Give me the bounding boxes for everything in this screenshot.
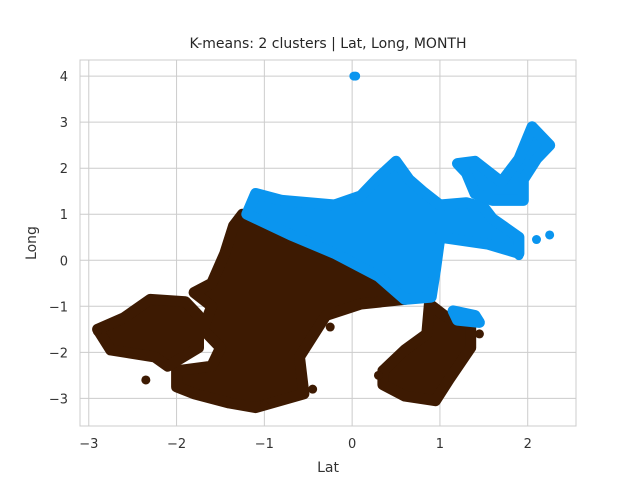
- y-tick-label: 1: [60, 208, 68, 223]
- cluster-region: [241, 155, 525, 305]
- x-tick-label: −1: [255, 437, 274, 452]
- y-tick-label: −3: [49, 392, 68, 407]
- y-tick-label: 4: [60, 70, 68, 85]
- cluster-region: [452, 121, 556, 206]
- data-point: [93, 327, 103, 337]
- y-tick-label: −1: [49, 300, 68, 315]
- series-1: [241, 71, 556, 328]
- x-tick-label: −3: [79, 437, 98, 452]
- data-point: [531, 235, 541, 245]
- y-axis-label: Long: [24, 226, 40, 260]
- x-tick-label: 0: [348, 437, 356, 452]
- y-axis-ticks: −3 −2 −1 0 1 2 3 4: [49, 70, 68, 407]
- y-tick-label: 2: [60, 162, 68, 177]
- data-point: [351, 71, 361, 81]
- x-axis-ticks: −3 −2 −1 0 1 2: [79, 437, 532, 452]
- data-point: [141, 375, 151, 385]
- data-point: [373, 370, 383, 380]
- y-tick-label: −2: [49, 346, 68, 361]
- x-tick-label: −2: [167, 437, 186, 452]
- cluster-region: [92, 293, 204, 372]
- data-point: [474, 329, 484, 339]
- x-axis-label: Lat: [317, 460, 339, 476]
- data-layer: [92, 71, 556, 414]
- data-point: [514, 251, 524, 261]
- y-tick-label: 0: [60, 254, 68, 269]
- data-point: [259, 400, 269, 410]
- data-point: [325, 322, 335, 332]
- x-tick-label: 1: [436, 437, 444, 452]
- data-point: [545, 230, 555, 240]
- y-tick-label: 3: [60, 116, 68, 131]
- chart-title: K-means: 2 clusters | Lat, Long, MONTH: [189, 36, 466, 52]
- x-tick-label: 2: [524, 437, 532, 452]
- cluster-region: [447, 305, 485, 328]
- data-point: [308, 384, 318, 394]
